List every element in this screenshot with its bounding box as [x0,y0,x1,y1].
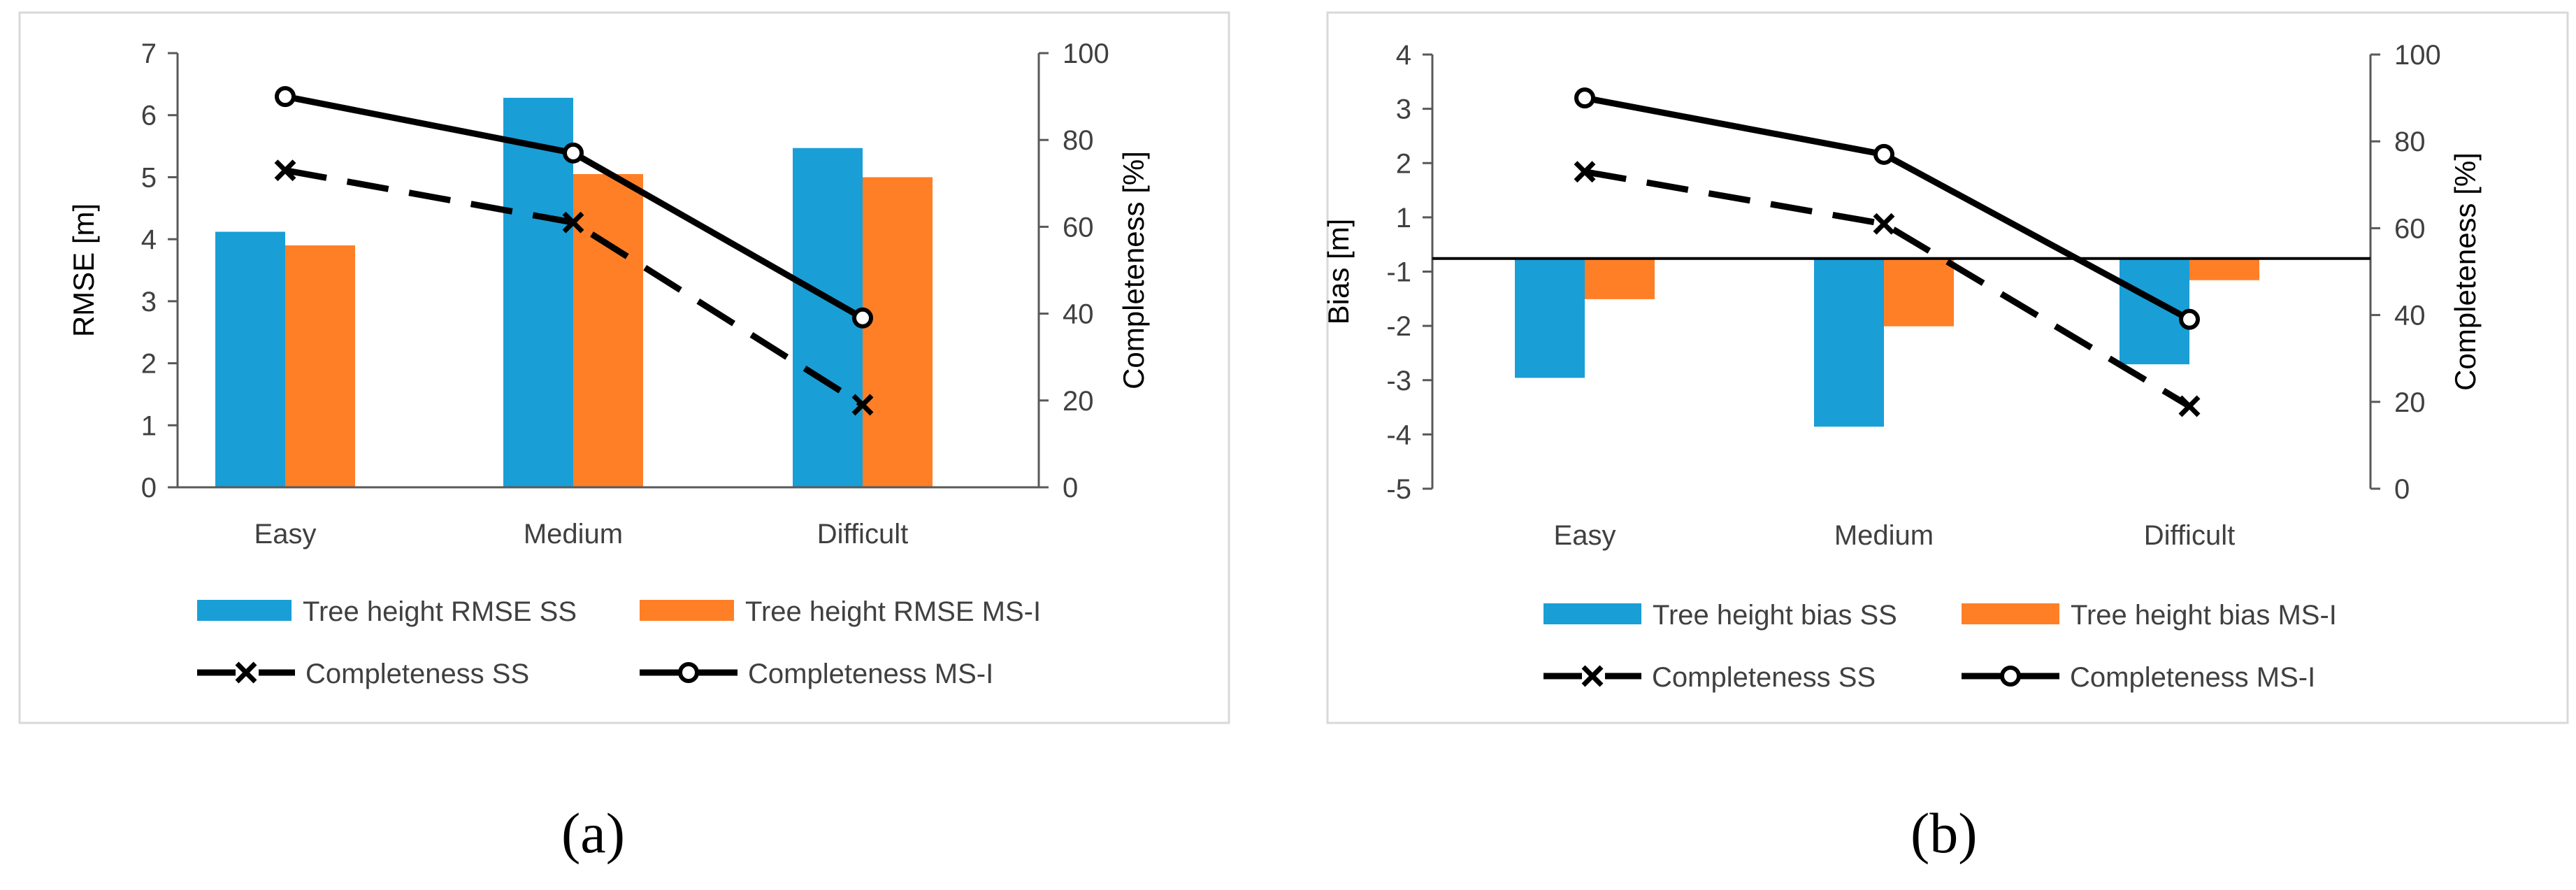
category-label: Easy [1554,520,1616,551]
left-tick-label: 2 [1396,148,1411,179]
marker-x-stroke [1873,213,1895,235]
bar-msi-medium [1884,258,1954,326]
legend-swatch-msi [640,600,734,621]
left-tick-label: 3 [1396,94,1411,125]
marker-x-icon [851,394,874,416]
legend-marker-x-icon [235,661,257,684]
left-tick-label: -3 [1386,366,1411,396]
category-label: Medium [1834,520,1934,551]
left-tick-label: 7 [141,38,157,69]
marker-x-stroke [562,211,584,234]
left-tick-label: 5 [141,162,157,193]
marker-circle-icon [1873,143,1894,165]
right-tick-label: 80 [2394,127,2426,157]
bar-msi-difficult [2189,258,2259,280]
left-tick-label: -2 [1386,311,1411,342]
right-tick-label: 100 [2394,40,2441,71]
y-axis-title: RMSE [m] [67,203,100,337]
bar-msi-medium [573,173,643,487]
marker-x-icon [2178,395,2201,417]
marker-circle-icon [1574,87,1595,109]
bar-ss-difficult [793,148,863,488]
right-tick-label: 40 [1063,299,1094,330]
marker-x-icon [562,211,584,234]
bar-msi-easy [285,245,355,487]
left-tick-label: 1 [141,410,157,441]
category-label: Difficult [2144,520,2235,551]
left-tick-label: -1 [1386,257,1411,288]
legend-label: Completeness MS-I [2070,662,2315,693]
panel-label-a: (a) [561,801,626,865]
right-tick-label: 0 [1063,473,1078,503]
legend-swatch-msi [1962,603,2059,624]
right-tick-label: 20 [2394,387,2426,418]
left-tick-label: 0 [141,473,157,503]
left-tick-label: -4 [1386,419,1411,450]
legend-label: Completeness SS [305,659,529,689]
marker-x-icon [1873,213,1895,235]
left-tick-label: -5 [1386,474,1411,505]
category-label: Medium [524,519,623,550]
bar-ss-easy [1515,258,1585,378]
marker-circle-icon [2179,308,2200,330]
y-axis-title-right: Completeness [%] [2449,152,2482,391]
legend-marker-circle-icon [678,662,699,683]
legend-marker-x-icon [1581,665,1604,687]
right-tick-label: 80 [1063,125,1094,156]
bar-msi-easy [1585,258,1655,299]
chart-panel-a: 0 1 2 3 4 5 6 7 0 20 40 60 80 100 Easy Medium Difficult R… [18,11,1230,724]
marker-x-stroke [2178,395,2201,417]
y-axis-title-right: Completeness [%] [1117,151,1150,389]
legend-label: Tree height bias SS [1653,600,1897,631]
legend-label: Completeness SS [1652,662,1876,693]
marker-x-icon [1574,161,1596,183]
left-tick-label: 4 [141,224,157,255]
legend-marker-circle-icon [2000,666,2021,687]
left-tick-label: 3 [141,287,157,317]
right-tick-label: 100 [1063,38,1109,69]
marker-x-stroke [851,394,874,416]
legend-swatch-ss [197,600,292,621]
marker-circle-icon [563,142,584,164]
marker-circle-icon [852,307,873,329]
marker-x-stroke [274,159,296,182]
legend-swatch-ss [1544,603,1641,624]
marker-circle-icon [275,86,296,108]
chart-frame [1326,11,2569,724]
right-tick-label: 40 [2394,301,2426,331]
bar-msi-difficult [863,177,933,487]
line-completeness-ss [1584,168,2192,409]
left-tick-label: 6 [141,101,157,131]
legend-label: Completeness MS-I [748,659,993,689]
marker-x-icon [274,159,296,182]
category-label: Difficult [817,519,908,550]
legend-label: Tree height RMSE MS-I [745,596,1041,627]
bar-ss-medium [503,97,573,488]
right-tick-label: 0 [2394,474,2410,505]
marker-x-stroke [1574,161,1596,183]
panel-label-b: (b) [1911,801,1978,865]
right-tick-label: 60 [2394,213,2426,244]
right-tick-label: 60 [1063,212,1094,243]
left-tick-label: 1 [1396,203,1411,234]
right-tick-label: 20 [1063,386,1094,417]
bar-ss-medium [1814,258,1884,427]
bar-ss-easy [215,231,285,487]
left-tick-label: 4 [1396,40,1411,71]
left-tick-label: 2 [141,349,157,380]
category-label: Easy [254,519,317,550]
y-axis-title: Bias [m] [1322,219,1355,325]
legend-label: Tree height RMSE SS [303,596,577,627]
legend-label: Tree height bias MS-I [2071,600,2337,631]
